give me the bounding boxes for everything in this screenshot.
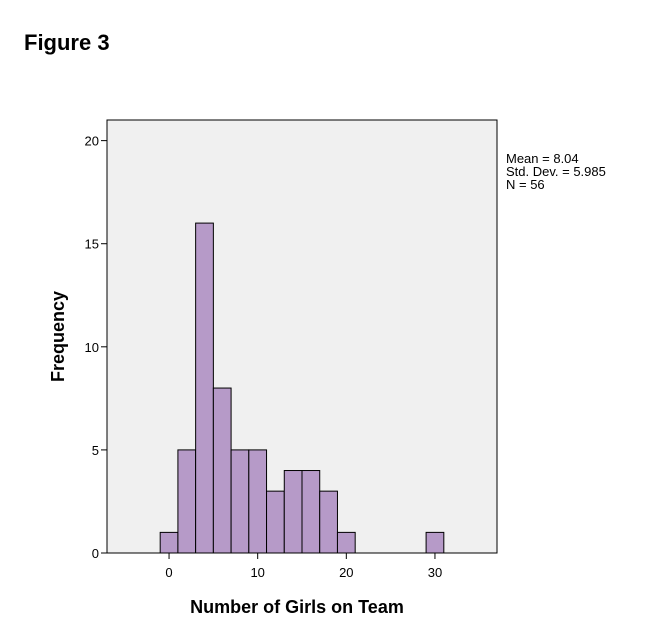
histogram-bar-0 (159, 531, 179, 554)
x-tick-label: 30 (428, 565, 442, 580)
x-tick-label: 10 (250, 565, 264, 580)
summary-statistics: Mean = 8.04 Std. Dev. = 5.985 N = 56 (506, 152, 606, 191)
histogram-bar-1 (177, 449, 197, 554)
figure-title: Figure 3 (24, 30, 110, 55)
stat-mean: Mean = 8.04 (506, 151, 579, 166)
histogram-bar-9 (319, 490, 338, 554)
histogram-bar-10 (336, 531, 356, 554)
y-tick-label: 5 (92, 443, 99, 458)
x-axis-label: Number of Girls on Team (190, 597, 404, 617)
y-tick-label: 15 (85, 237, 99, 252)
x-tick-label: 0 (165, 565, 172, 580)
plot-frame (106, 119, 498, 554)
histogram-bar-6 (266, 490, 285, 554)
histogram-bar-2 (195, 222, 214, 554)
histogram-bars (106, 119, 498, 554)
y-tick-label: 20 (85, 134, 99, 149)
histogram-bar-11 (425, 531, 445, 554)
y-axis-label: Frequency (48, 291, 68, 382)
histogram-bar-7 (283, 470, 303, 554)
histogram-bar-3 (212, 387, 232, 554)
y-tick-label: 10 (85, 340, 99, 355)
stat-std-dev: Std. Dev. = 5.985 (506, 164, 606, 179)
x-tick-label: 20 (339, 565, 353, 580)
stat-n: N = 56 (506, 177, 545, 192)
y-tick-label: 0 (92, 546, 99, 561)
histogram-bar-5 (248, 449, 268, 554)
histogram-bar-4 (230, 449, 250, 554)
histogram-bar-8 (301, 470, 321, 554)
x-axis: 0 10 20 30 (165, 553, 442, 580)
y-axis: 0 5 10 15 20 (85, 134, 107, 561)
